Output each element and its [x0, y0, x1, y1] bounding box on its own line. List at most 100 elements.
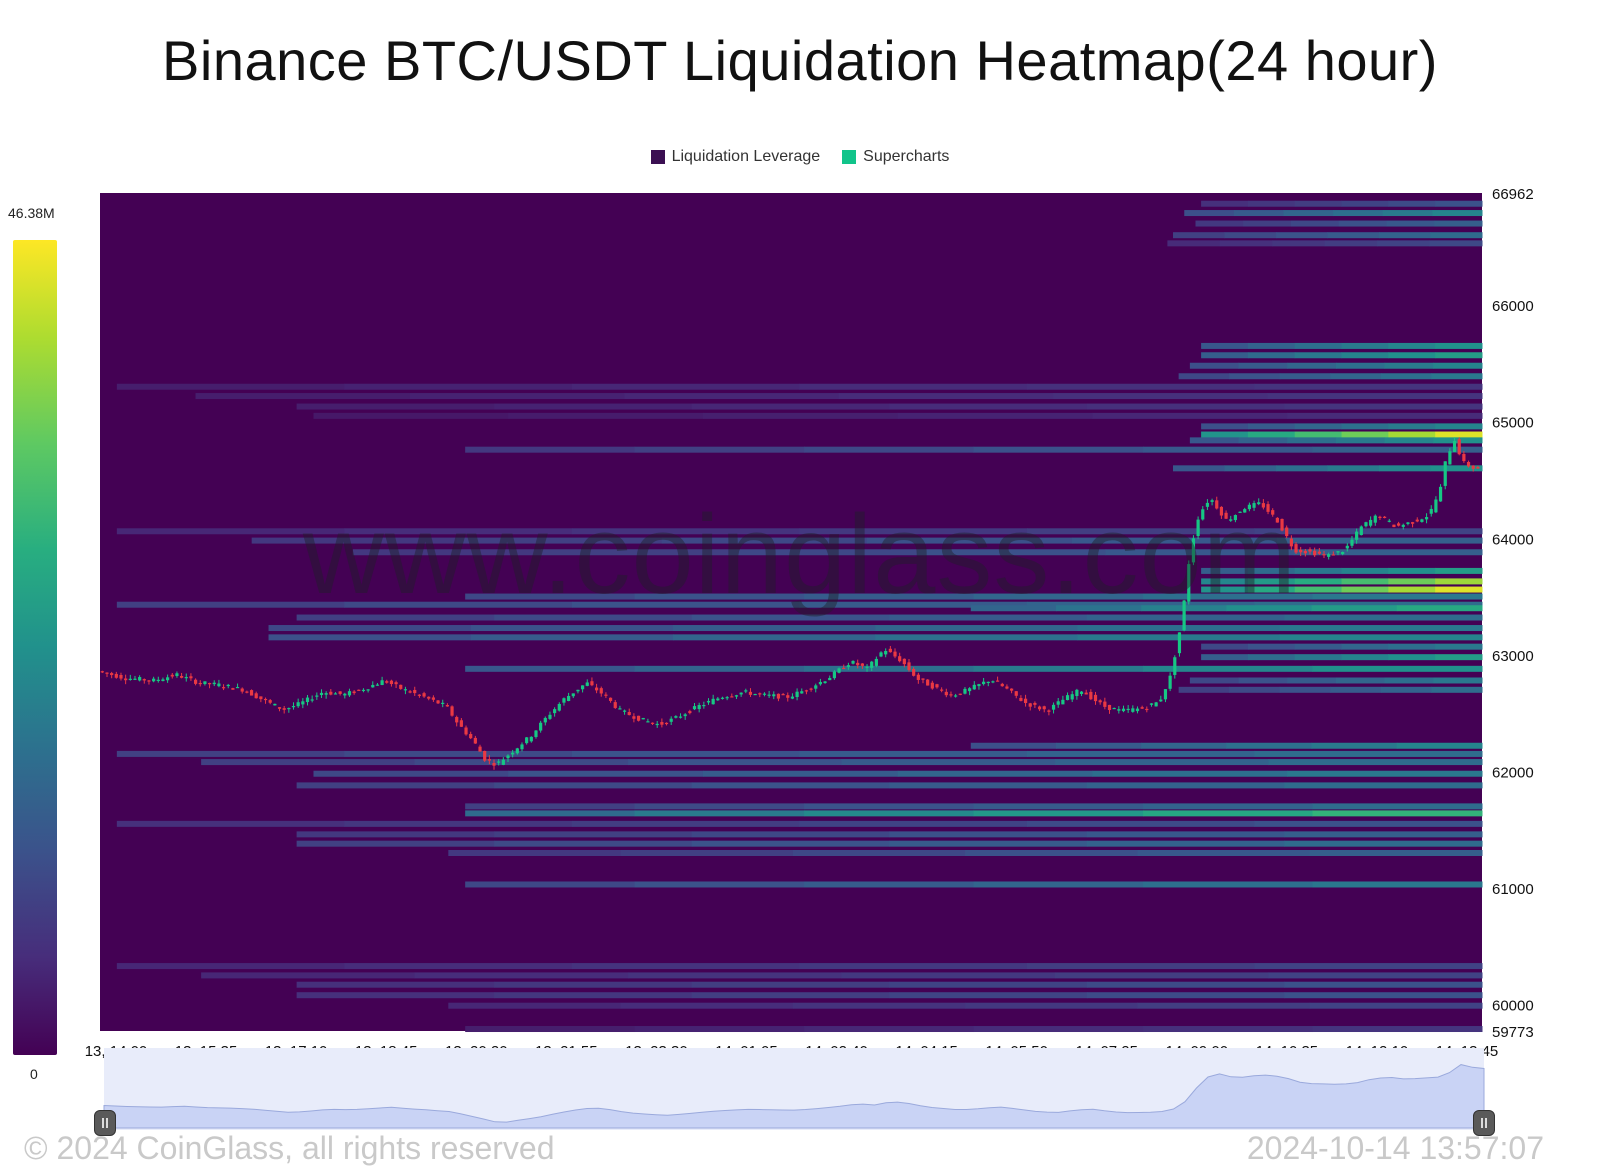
candle-body — [1308, 549, 1312, 552]
liquidation-band — [1173, 465, 1226, 472]
liquidation-band — [344, 750, 573, 757]
candle-body — [413, 689, 417, 694]
range-slider[interactable] — [103, 1048, 1485, 1130]
candle-body — [650, 722, 655, 724]
candle-body — [818, 682, 823, 685]
candle-body — [1000, 683, 1004, 687]
candle-body — [1033, 702, 1037, 705]
liquidation-band — [1284, 992, 1483, 999]
y-tick-label: 65000 — [1492, 415, 1534, 432]
liquidation-band — [1341, 431, 1389, 438]
candle-body — [1145, 708, 1149, 711]
candle-body — [935, 684, 939, 688]
liquidation-band — [313, 770, 509, 777]
candle-body — [641, 717, 645, 720]
candle-body — [1252, 503, 1256, 508]
candle-body — [1065, 695, 1070, 701]
liquidation-band — [1055, 605, 1142, 612]
liquidation-band — [1026, 528, 1255, 535]
liquidation-band — [116, 383, 345, 390]
candle-body — [147, 680, 151, 682]
candle-body — [567, 695, 571, 701]
legend-item-supercharts[interactable]: Supercharts — [842, 148, 949, 166]
legend-swatch-liquidation-leverage — [650, 150, 665, 164]
liquidation-band — [1026, 750, 1255, 757]
candle-body — [1303, 550, 1307, 554]
liquidation-band — [804, 803, 975, 810]
candle-body — [179, 675, 184, 678]
candle-body — [375, 684, 380, 686]
y-tick-label: 60000 — [1492, 998, 1534, 1015]
liquidation-band — [344, 383, 573, 390]
candle-body — [1401, 524, 1405, 527]
liquidation-band — [1384, 677, 1434, 684]
liquidation-band — [1294, 567, 1343, 574]
candle-body — [1238, 511, 1242, 513]
liquidation-band — [1268, 972, 1483, 979]
liquidation-band — [1435, 643, 1483, 650]
liquidation-band — [1143, 665, 1314, 672]
liquidation-band — [1276, 537, 1483, 544]
candle-body — [1322, 554, 1326, 556]
liquidation-band — [634, 665, 805, 672]
liquidation-band — [1178, 373, 1230, 380]
liquidation-band — [1279, 686, 1331, 693]
liquidation-band — [1254, 528, 1483, 535]
candle-body — [720, 697, 725, 699]
candle-body — [301, 701, 305, 705]
candle-body — [422, 693, 426, 697]
candle-body — [697, 705, 701, 710]
liquidation-band — [1201, 567, 1249, 574]
candle-body — [1359, 526, 1363, 536]
liquidation-band — [1086, 614, 1285, 621]
candle-body — [296, 702, 300, 707]
legend-item-liquidation-leverage[interactable]: Liquidation Leverage — [650, 148, 820, 166]
candle-body — [716, 698, 720, 701]
liquidation-band — [1435, 342, 1483, 349]
liquidation-band — [1435, 431, 1483, 438]
y-tick-label: 64000 — [1492, 531, 1534, 548]
liquidation-band — [1201, 423, 1249, 430]
liquidation-band — [571, 528, 800, 535]
candle-body — [520, 744, 524, 750]
candle-body — [221, 687, 226, 689]
candle-body — [711, 698, 715, 705]
candle-body — [497, 761, 501, 763]
liquidation-band — [494, 840, 693, 847]
liquidation-band — [889, 782, 1088, 789]
candle-body — [1429, 508, 1433, 514]
candle-body — [226, 684, 230, 687]
liquidation-band — [634, 810, 805, 817]
candle-body — [1420, 519, 1424, 522]
candle-body — [399, 684, 403, 689]
candle-body — [305, 697, 310, 703]
candle-body — [725, 697, 729, 699]
y-tick-label: 61000 — [1492, 881, 1534, 898]
liquidation-band — [508, 770, 704, 777]
candle-body — [333, 693, 338, 695]
candle-body — [352, 691, 356, 694]
candle-body — [636, 715, 641, 721]
candle-body — [599, 688, 603, 694]
candle-body — [1383, 516, 1387, 518]
liquidation-band — [1384, 362, 1434, 369]
liquidation-band — [1312, 593, 1483, 600]
liquidation-band — [1333, 210, 1384, 217]
liquidation-band — [1143, 881, 1314, 888]
liquidation-band — [1434, 220, 1483, 227]
liquidation-band — [195, 393, 411, 400]
liquidation-band — [965, 850, 1138, 857]
liquidation-band — [1327, 465, 1380, 472]
liquidation-band — [1379, 232, 1432, 239]
liquidation-band — [1433, 677, 1483, 684]
candle-body — [921, 678, 925, 680]
range-slider-left-handle[interactable] — [94, 1110, 116, 1136]
price-candles — [100, 437, 1480, 770]
candle-body — [1247, 504, 1251, 510]
range-slider-right-handle[interactable] — [1473, 1110, 1495, 1136]
color-scale-bar[interactable] — [13, 240, 57, 1055]
candle-body — [1443, 461, 1447, 486]
candle-body — [459, 720, 463, 727]
liquidation-band — [1254, 820, 1483, 827]
